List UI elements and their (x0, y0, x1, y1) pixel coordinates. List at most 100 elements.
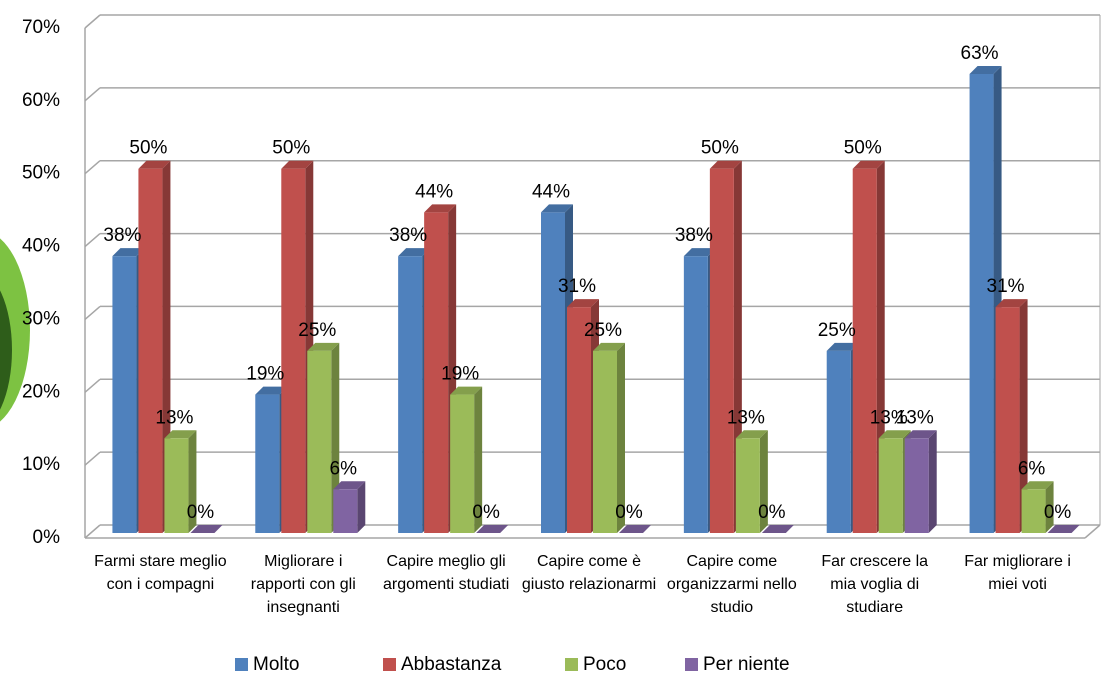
bar (281, 168, 306, 533)
bar-top (541, 204, 573, 213)
y-tick-label: 70% (22, 17, 60, 38)
bar (138, 168, 163, 533)
bar-top (1047, 525, 1080, 533)
bar-top (424, 204, 457, 213)
bar (969, 74, 994, 533)
data-label: 0% (758, 502, 786, 523)
bar-side (1019, 299, 1028, 533)
data-label: 13% (870, 407, 908, 428)
data-label: 0% (615, 502, 643, 523)
data-label: 38% (675, 225, 713, 246)
data-label: 50% (129, 138, 167, 159)
x-tick-label: Farmi stare meglio con i compagni (94, 553, 227, 593)
bar-top (852, 160, 885, 169)
data-label: 6% (330, 458, 358, 479)
data-label: 25% (818, 320, 856, 341)
bar-side (1045, 481, 1054, 533)
bar (995, 307, 1020, 533)
bar (735, 438, 760, 533)
grid-line-depth (84, 160, 101, 175)
bar (683, 256, 708, 533)
grid-line-depth (84, 524, 101, 539)
decoration (0, 290, 12, 410)
bar-side (617, 342, 625, 533)
legend-swatch (383, 658, 396, 671)
x-tick-label: Capire come è giusto relazionarmi (521, 553, 657, 593)
bar (333, 489, 358, 533)
data-label: 44% (532, 181, 570, 202)
data-label: 31% (558, 276, 596, 297)
bar-top (969, 66, 1002, 74)
data-label: 50% (844, 138, 882, 159)
floor-line (1084, 524, 1101, 539)
bar (826, 350, 851, 533)
data-label: 19% (246, 364, 284, 385)
bar-top (190, 525, 223, 533)
y-tick-label: 30% (22, 308, 60, 329)
bar-top (333, 481, 366, 490)
data-label: 13% (727, 407, 765, 428)
bar (164, 438, 189, 533)
data-label: 63% (961, 43, 999, 64)
data-label: 50% (272, 138, 310, 159)
bar-top (619, 525, 651, 533)
data-label: 13% (155, 407, 193, 428)
bar-top (307, 342, 340, 351)
bar-top (683, 248, 716, 257)
bar-top (735, 430, 768, 439)
data-label: 44% (415, 181, 453, 202)
y-tick-label: 20% (22, 381, 60, 402)
data-label: 0% (1044, 502, 1072, 523)
data-label: 6% (1018, 458, 1046, 479)
data-label: 38% (389, 225, 427, 246)
grid-line-depth (84, 87, 101, 102)
bar-top (255, 386, 288, 395)
legend-swatch (235, 658, 248, 671)
bar-top (709, 160, 742, 169)
bar-top (1021, 481, 1054, 490)
legend-label: Poco (583, 654, 626, 675)
data-label: 25% (584, 320, 622, 341)
bar (541, 212, 565, 533)
bar-top (761, 525, 794, 533)
y-tick-label: 60% (22, 90, 60, 111)
legend-label: Molto (253, 654, 299, 675)
y-tick-label: 10% (22, 454, 60, 475)
bar (424, 212, 449, 533)
bar-top (826, 342, 859, 351)
bar-side (928, 430, 937, 533)
x-tick-label: Capire meglio gli argomenti studiati (382, 553, 510, 593)
bar (709, 168, 734, 533)
data-label: 38% (103, 225, 141, 246)
grid-line-depth (84, 378, 101, 393)
x-tick-label: Far crescere la mia voglia di studiare (821, 553, 929, 616)
bar (593, 350, 617, 533)
x-tick-label: Capire come organizzarmi nello studio (666, 553, 797, 616)
y-tick-label: 0% (33, 527, 61, 548)
bar (1021, 489, 1046, 533)
bar-top (398, 248, 431, 257)
data-label: 0% (187, 502, 215, 523)
legend-label: Per niente (703, 654, 790, 675)
bar-top (112, 248, 145, 257)
legend-swatch (685, 658, 698, 671)
data-label: 25% (298, 320, 336, 341)
bar (398, 256, 423, 533)
bar-side (357, 481, 366, 533)
bar-side (188, 430, 197, 533)
data-label: 31% (987, 276, 1025, 297)
axis-line (84, 14, 101, 29)
data-label: 0% (472, 502, 500, 523)
bar-top (138, 160, 171, 169)
grid-line-depth (84, 305, 101, 320)
bar-top (450, 386, 483, 395)
bar (878, 438, 903, 533)
bar-top (904, 430, 937, 439)
bar (567, 307, 591, 533)
data-label: 19% (441, 364, 479, 385)
grid-line-depth (84, 451, 101, 466)
bar (904, 438, 929, 533)
bar-top (995, 299, 1028, 308)
legend-label: Abbastanza (401, 654, 502, 675)
